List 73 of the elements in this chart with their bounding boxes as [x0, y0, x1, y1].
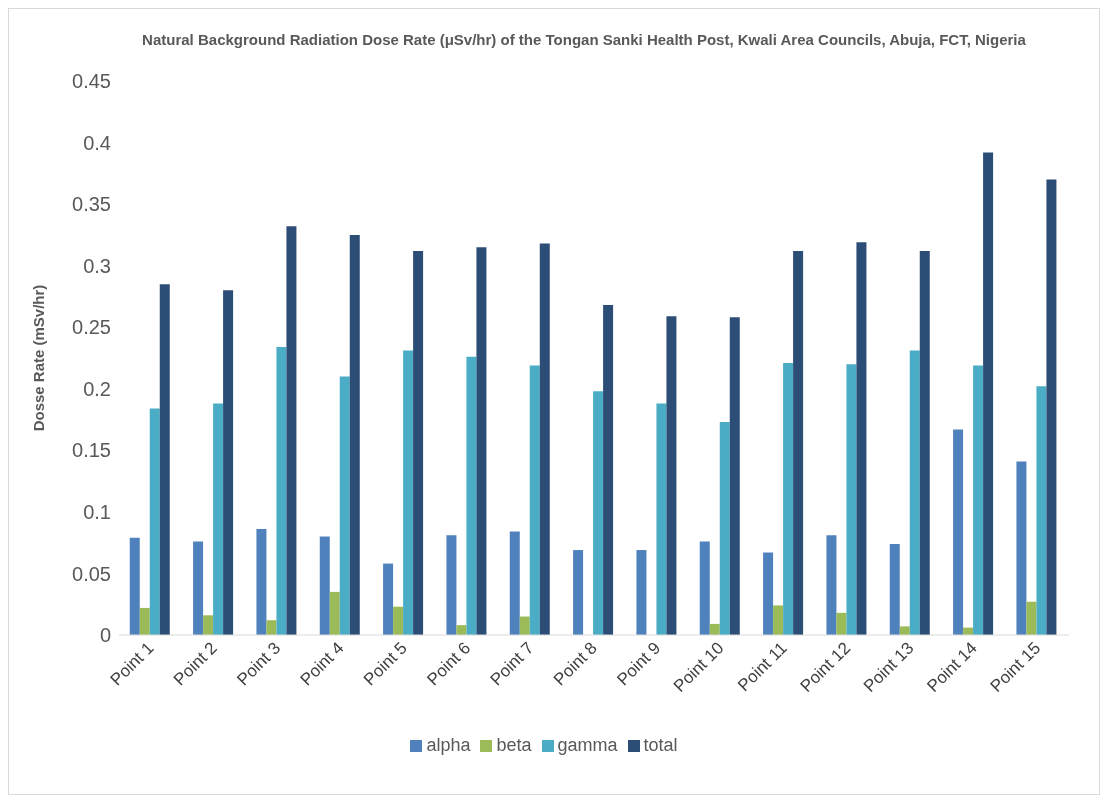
bar	[973, 365, 984, 635]
bar	[329, 591, 340, 635]
bar	[593, 391, 604, 635]
bar	[826, 535, 837, 635]
bar	[773, 605, 784, 635]
bar	[286, 226, 297, 635]
bar	[953, 429, 964, 635]
legend-label: alpha	[426, 735, 471, 755]
y-tick-label: 0.3	[83, 254, 111, 277]
bar	[899, 626, 910, 635]
bar	[466, 356, 477, 635]
bar	[203, 615, 214, 635]
bar	[266, 620, 277, 635]
chart-title: Natural Background Radiation Dose Rate (μSv/hr) of the Tongan Sanki Health Post, Kwali Area Councils, Abuja, FCT, Nigeria	[141, 30, 1027, 50]
bar	[276, 346, 287, 635]
y-tick-label: 0.2	[83, 377, 111, 400]
bar	[846, 364, 857, 635]
bar	[729, 317, 740, 635]
bar	[699, 541, 710, 635]
bar	[856, 242, 867, 635]
bar	[889, 543, 900, 635]
bar	[319, 536, 330, 635]
y-axis-title: Dosse Rate (mSv/hr)	[30, 284, 48, 432]
bar	[539, 243, 550, 635]
legend-label: beta	[496, 735, 532, 755]
bar	[1046, 179, 1057, 635]
bar	[349, 234, 360, 635]
bar	[1016, 461, 1027, 635]
bar	[509, 531, 520, 635]
bar	[139, 607, 150, 635]
bar	[476, 247, 487, 635]
bar	[256, 529, 267, 635]
bar	[603, 305, 614, 635]
bar	[193, 541, 204, 635]
y-tick-label: 0.45	[72, 70, 111, 93]
y-tick-label: 0.15	[72, 439, 111, 462]
bar	[403, 350, 414, 635]
bar	[446, 535, 457, 635]
y-tick-label: 0.1	[83, 500, 111, 523]
bar	[909, 350, 920, 635]
bar	[383, 563, 394, 635]
bar	[223, 290, 234, 635]
bar	[919, 250, 930, 635]
bar	[656, 403, 667, 635]
bar	[983, 152, 994, 635]
y-tick-label: 0	[99, 624, 111, 647]
y-tick-label: 0.05	[72, 562, 111, 585]
bar	[519, 616, 530, 635]
bar	[129, 537, 140, 635]
bar	[159, 284, 170, 635]
bar	[783, 362, 794, 635]
bar	[149, 408, 160, 635]
bar	[763, 552, 774, 635]
legend-label: total	[643, 735, 678, 755]
bar	[573, 550, 584, 635]
bar	[636, 550, 647, 635]
bar	[413, 250, 424, 635]
y-tick-label: 0.35	[72, 193, 111, 216]
bar	[393, 606, 404, 635]
bar	[529, 365, 540, 635]
bar	[836, 612, 847, 635]
legend-label: gamma	[557, 735, 618, 755]
bar	[339, 376, 350, 635]
bar	[666, 316, 677, 635]
bar	[793, 250, 804, 635]
bar	[1036, 386, 1047, 635]
y-tick-label: 0.4	[83, 131, 111, 154]
y-tick-label: 0.25	[72, 316, 111, 339]
bar	[1026, 601, 1037, 635]
bar	[709, 623, 720, 635]
bar	[719, 422, 730, 635]
bar	[213, 403, 224, 635]
bar	[456, 625, 467, 635]
